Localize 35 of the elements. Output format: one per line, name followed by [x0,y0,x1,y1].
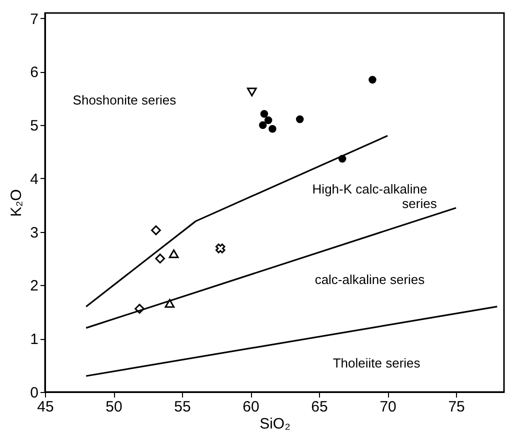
annotation: series [402,196,438,212]
point [258,121,267,129]
y-tick-label: 3 [30,224,38,242]
point [296,115,304,124]
x-tick-label: 50 [106,398,122,416]
x-tick-label: 55 [174,398,191,416]
point [151,225,161,236]
x-tick-label: 60 [242,398,260,416]
point [260,110,268,118]
point [155,254,166,264]
y-tick-label: 7 [30,10,38,28]
point [168,249,179,258]
annotation: Tholeiite series [332,356,421,371]
point [268,124,276,133]
x-tick-label: 70 [380,398,396,416]
annotation: calc-alkaline series [314,272,426,287]
point [134,304,144,314]
y-tick-label: 1 [30,331,38,348]
point [264,116,272,124]
x-tick-label: 45 [37,398,54,416]
x-axis-title: SiO₂ [260,416,291,432]
y-tick-label: 6 [30,64,38,82]
point [164,299,175,308]
y-axis-title: K₂O [8,189,26,217]
annotation: High-K calc-alkaline [312,182,428,197]
y-tick-label: 0 [30,384,38,402]
point [246,88,257,96]
annotation: Shoshonite series [72,92,177,108]
point [215,244,226,254]
x-tick-label: 75 [448,398,465,416]
point [368,76,376,84]
x-tick-label: 65 [311,398,328,416]
y-tick-label: 5 [30,118,38,135]
y-tick-label: 4 [30,170,38,188]
y-tick-label: 2 [30,278,38,295]
